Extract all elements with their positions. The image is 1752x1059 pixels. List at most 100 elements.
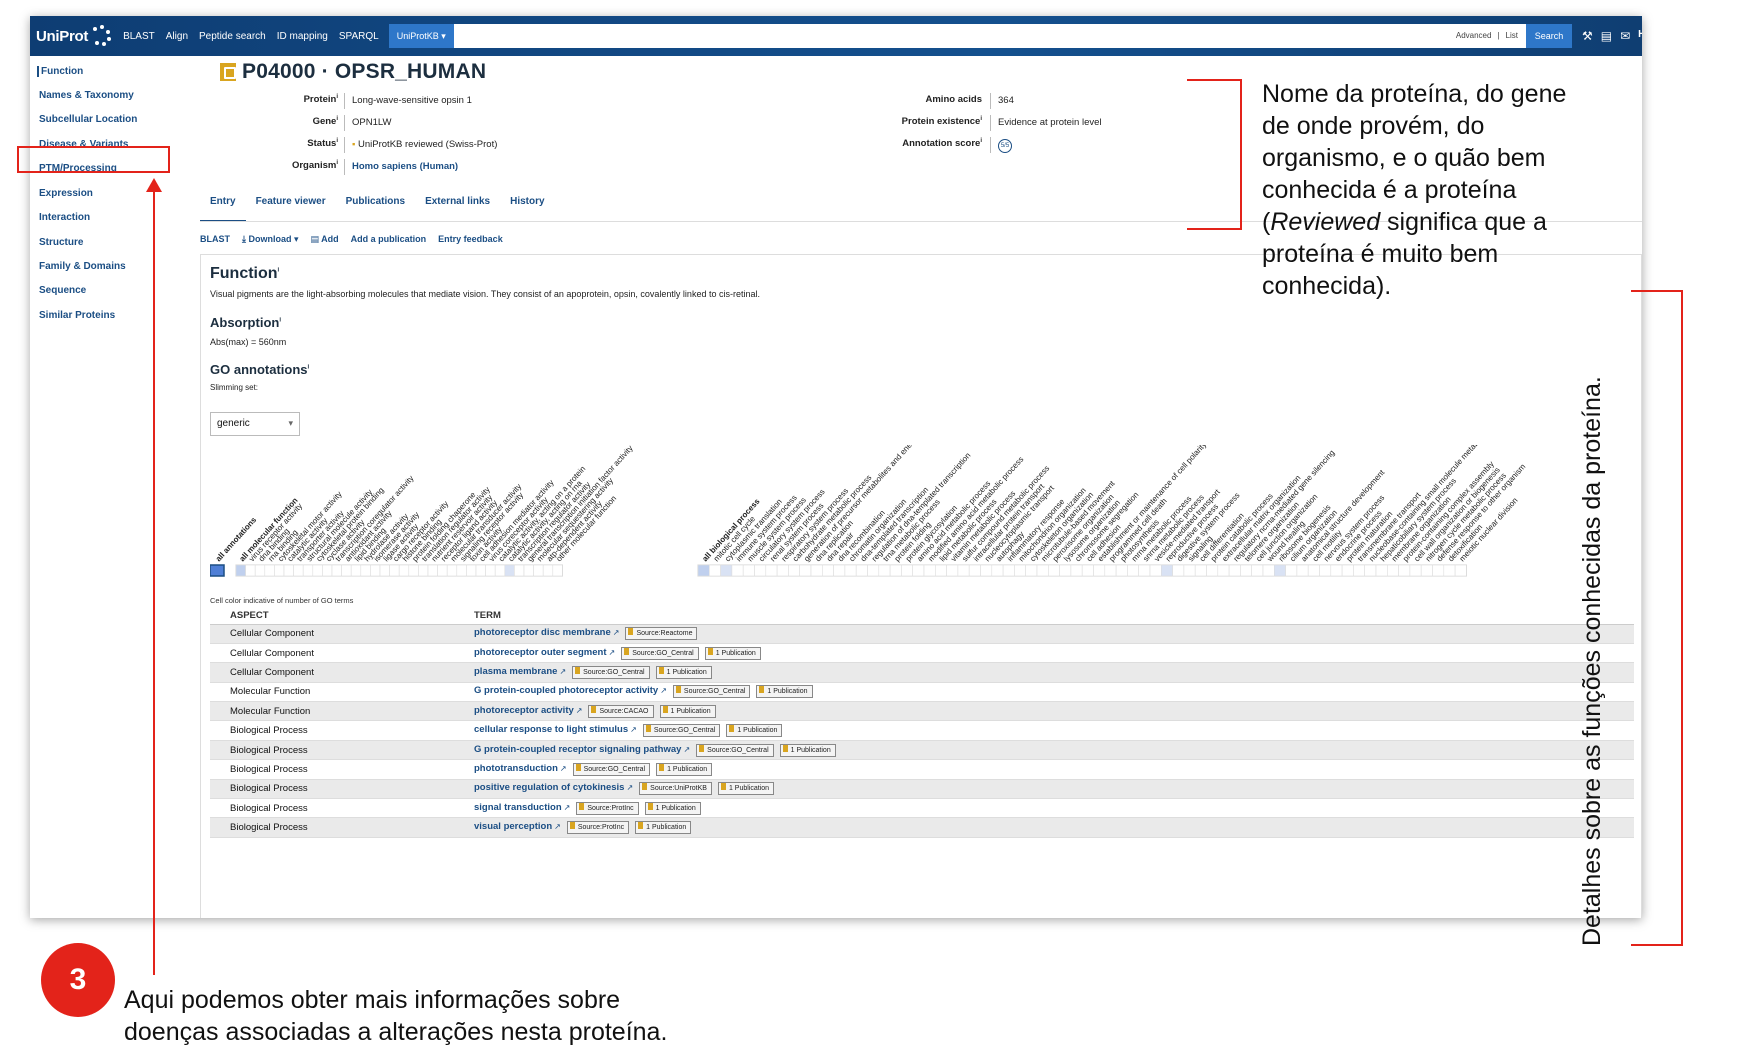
publication-badge[interactable]: 1 Publication: [644, 801, 701, 815]
slimming-set-select[interactable]: generic: [210, 412, 300, 436]
publication-badge[interactable]: 1 Publication: [659, 704, 716, 718]
tab-feature-viewer[interactable]: Feature viewer: [255, 196, 326, 207]
external-link-icon[interactable]: ↗: [660, 686, 667, 696]
nav-blast-link[interactable]: BLAST: [123, 30, 155, 42]
publication-badge[interactable]: 1 Publication: [726, 724, 783, 738]
pointer-line: [153, 188, 155, 975]
add-action-button[interactable]: ▤ Add: [310, 234, 339, 244]
uniprot-logo[interactable]: UniProt: [36, 25, 112, 47]
blast-action-button[interactable]: BLAST: [200, 234, 230, 244]
go-term-link[interactable]: phototransduction: [474, 762, 558, 774]
go-term-link[interactable]: cellular response to light stimulus: [474, 724, 629, 736]
evidence-source-badge[interactable]: Source:GO_Central: [672, 685, 751, 699]
evidence-source-badge[interactable]: Source:UniProtKB: [639, 782, 712, 796]
external-link-icon[interactable]: ↗: [612, 628, 620, 638]
publication-badge[interactable]: 1 Publication: [635, 821, 692, 835]
go-term-link[interactable]: G protein-coupled photoreceptor activity: [474, 685, 659, 697]
external-link-icon[interactable]: ↗: [630, 725, 637, 735]
list-search-link[interactable]: List: [1505, 31, 1518, 40]
external-link-icon[interactable]: ↗: [683, 744, 691, 754]
go-term-link[interactable]: visual perception: [474, 821, 553, 833]
sidebar-item-names-taxonomy[interactable]: Names & Taxonomy: [39, 90, 134, 101]
reviewed-badge-icon: [220, 63, 236, 81]
advanced-search-link[interactable]: Advanced: [1455, 31, 1492, 40]
help-link-cut[interactable]: He: [1638, 29, 1642, 40]
ribbon-cell: [245, 564, 256, 577]
nav-align-link[interactable]: Align: [165, 30, 189, 42]
tab-external-links[interactable]: External links: [425, 196, 491, 207]
table-row: Biological Process visual perception ↗ Sour…: [210, 817, 1634, 838]
evidence-source-badge[interactable]: Source:GO_Central: [642, 724, 721, 738]
evidence-source-badge[interactable]: Source:GO_Central: [621, 646, 699, 660]
ribbon-cell: [810, 564, 823, 577]
sidebar-item-expression[interactable]: Expression: [39, 188, 93, 199]
evidence-source-badge[interactable]: Source:GO_Central: [696, 743, 774, 757]
evidence-source-badge[interactable]: Source:GO_Central: [572, 665, 650, 679]
sidebar-item-structure[interactable]: Structure: [39, 237, 84, 248]
go-term-link[interactable]: G protein-coupled receptor signaling pat…: [474, 743, 682, 755]
external-link-icon[interactable]: ↗: [559, 763, 567, 773]
mail-icon[interactable]: ✉: [1620, 29, 1631, 43]
add-publication-button[interactable]: Add a publication: [350, 234, 427, 244]
ribbon-cell: [1432, 564, 1445, 577]
external-link-icon[interactable]: ↗: [554, 822, 561, 832]
tab-publications[interactable]: Publications: [345, 196, 406, 207]
sidebar-item-family-domains[interactable]: Family & Domains: [39, 261, 126, 272]
ribbon-cell: [542, 564, 554, 577]
evidence-source-badge[interactable]: Source:Reactome: [625, 627, 698, 641]
pointer-arrow-icon: [146, 178, 162, 192]
search-input[interactable]: Advanced | List: [453, 24, 1526, 48]
evidence-source-badge[interactable]: Source:CACAO: [588, 704, 654, 718]
sidebar-item-interaction[interactable]: Interaction: [39, 212, 91, 223]
nav-sparql-link[interactable]: SPARQL: [338, 30, 379, 42]
sidebar-item-function[interactable]: Function: [37, 66, 83, 77]
sidebar-item-ptm-processing[interactable]: PTM/Processing: [39, 163, 117, 174]
basket-icon[interactable]: ▤: [1600, 29, 1613, 43]
publication-badge[interactable]: 1 Publication: [656, 762, 713, 776]
nav-id-mapping-link[interactable]: ID mapping: [276, 30, 328, 42]
go-term-link[interactable]: positive regulation of cytokinesis: [474, 782, 625, 794]
publication-badge[interactable]: 1 Publication: [717, 782, 775, 796]
database-select[interactable]: UniProtKB ▾: [388, 24, 454, 48]
go-term-link[interactable]: plasma membrane: [474, 665, 558, 677]
ribbon-cell: [264, 564, 275, 577]
search-button[interactable]: Search: [1526, 24, 1572, 48]
organism-link[interactable]: Homo sapiens (Human): [344, 159, 458, 175]
nav-peptide-search-link[interactable]: Peptide search: [199, 30, 266, 42]
ribbon-cell: [494, 564, 506, 577]
download-action-button[interactable]: ⤓ Download ▾: [242, 234, 299, 244]
term-cell: positive regulation of cytokinesis ↗ Sourc…: [474, 779, 1634, 800]
go-term-link[interactable]: photoreceptor disc membrane: [474, 627, 611, 639]
term-cell: photoreceptor outer segment ↗ Source:GO_Ce…: [474, 643, 1634, 664]
ribbon-cell: [889, 564, 902, 577]
sidebar-item-similar-proteins[interactable]: Similar Proteins: [39, 310, 116, 321]
external-link-icon[interactable]: ↗: [559, 666, 567, 676]
publication-badge[interactable]: 1 Publication: [704, 646, 761, 660]
ribbon-cell: [1443, 564, 1456, 577]
sidebar-item-disease-variants[interactable]: Disease & Variants: [39, 139, 129, 150]
evidence-source-badge[interactable]: Source:ProtInc: [566, 821, 630, 835]
evidence-source-badge[interactable]: Source:ProtInc: [576, 801, 639, 815]
go-term-link[interactable]: signal transduction: [474, 801, 562, 813]
external-link-icon[interactable]: ↗: [563, 802, 571, 812]
publication-badge[interactable]: 1 Publication: [779, 743, 836, 757]
evidence-source-badge[interactable]: Source:GO_Central: [572, 762, 651, 776]
publication-badge[interactable]: 1 Publication: [756, 685, 813, 699]
sidebar-item-subcellular-location[interactable]: Subcellular Location: [39, 114, 138, 125]
tool-icon[interactable]: ⚒: [1582, 29, 1593, 43]
sidebar-item-sequence[interactable]: Sequence: [39, 285, 87, 296]
entry-feedback-button[interactable]: Entry feedback: [438, 234, 503, 244]
external-link-icon[interactable]: ↗: [575, 705, 583, 715]
go-term-link[interactable]: photoreceptor outer segment: [474, 646, 607, 658]
ribbon-cell: [1093, 564, 1106, 577]
tab-entry[interactable]: Entry: [200, 194, 246, 222]
absorption-value: Abs(max) = 560nm: [210, 337, 287, 347]
tab-history[interactable]: History: [510, 196, 545, 207]
function-title: Functioni: [210, 265, 280, 282]
external-link-icon[interactable]: ↗: [608, 647, 616, 657]
go-ribbon[interactable]: all annotations all molecular function vir…: [209, 407, 1642, 595]
go-term-link[interactable]: photoreceptor activity: [474, 704, 574, 716]
external-link-icon[interactable]: ↗: [626, 783, 634, 793]
ribbon-cell: [235, 564, 246, 577]
publication-badge[interactable]: 1 Publication: [655, 665, 712, 679]
